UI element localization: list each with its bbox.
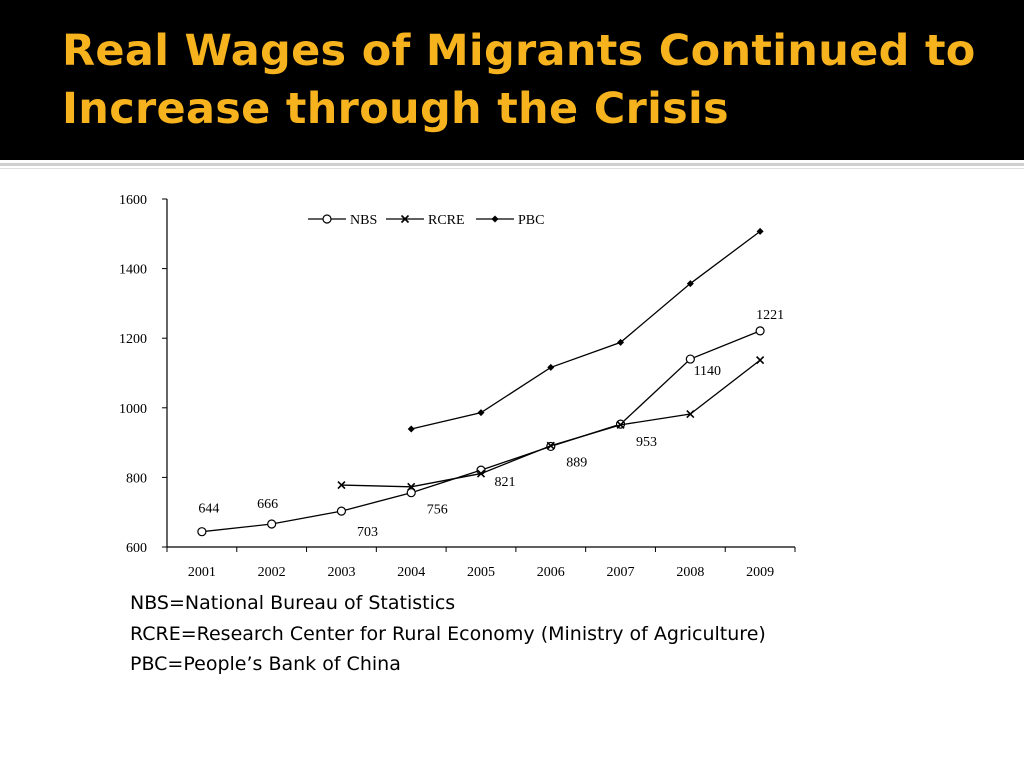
legend-marker-nbs bbox=[322, 214, 332, 224]
legend-marker-pbc bbox=[491, 215, 499, 223]
y-tick-label: 600 bbox=[126, 541, 147, 556]
x-tick-label: 2005 bbox=[467, 565, 495, 580]
note-nbs: NBS=National Bureau of Statistics bbox=[130, 592, 456, 614]
y-tick-label: 800 bbox=[126, 471, 147, 486]
note-pbc: PBC=People’s Bank of China bbox=[130, 653, 401, 675]
legend-label-pbc: PBC bbox=[518, 213, 544, 228]
data-label: 1140 bbox=[694, 364, 721, 379]
legend-label-nbs: NBS bbox=[350, 213, 377, 228]
point-rcre bbox=[756, 356, 765, 365]
point-nbs bbox=[685, 354, 695, 364]
x-tick-label: 2007 bbox=[607, 565, 635, 580]
x-tick-label: 2009 bbox=[746, 565, 774, 580]
x-tick-label: 2002 bbox=[258, 565, 286, 580]
point-nbs bbox=[406, 488, 416, 498]
point-rcre bbox=[476, 469, 486, 478]
point-pbc bbox=[477, 409, 485, 417]
header-divider-thin bbox=[0, 168, 1024, 169]
x-tick-label: 2006 bbox=[537, 565, 565, 580]
point-rcre bbox=[546, 441, 555, 450]
point-nbs bbox=[267, 519, 277, 529]
data-label: 703 bbox=[357, 525, 378, 540]
slide-title: Real Wages of Migrants Continued to Incr… bbox=[62, 26, 976, 134]
point-pbc bbox=[407, 425, 415, 433]
data-label: 666 bbox=[257, 497, 278, 512]
x-tick-label: 2003 bbox=[327, 565, 355, 580]
footnotes: NBS=National Bureau of Statistics RCRE=R… bbox=[130, 588, 980, 680]
series-line-rcre bbox=[341, 359, 761, 488]
point-pbc bbox=[756, 227, 764, 235]
data-label: 821 bbox=[495, 475, 516, 490]
x-tick-label: 2008 bbox=[676, 565, 704, 580]
point-pbc bbox=[617, 338, 625, 346]
wage-line-chart: 600 800 1000 1200 1400 1600 2001 2002 2003 2004 20… bbox=[119, 193, 796, 580]
x-tick-label: 2001 bbox=[188, 565, 216, 580]
header-divider bbox=[0, 163, 1024, 166]
data-label: 644 bbox=[198, 502, 219, 517]
series-line-pbc bbox=[411, 230, 761, 430]
legend-label-rcre: RCRE bbox=[428, 213, 465, 228]
point-rcre bbox=[616, 420, 625, 429]
y-tick-label: 1600 bbox=[119, 193, 147, 208]
point-pbc bbox=[547, 363, 555, 371]
point-nbs bbox=[197, 527, 207, 537]
data-label: 756 bbox=[427, 503, 448, 518]
data-label: 953 bbox=[636, 435, 657, 450]
data-label: 889 bbox=[566, 455, 587, 470]
y-tick-label: 1000 bbox=[119, 402, 147, 417]
y-tick-label: 1200 bbox=[119, 332, 147, 347]
point-nbs bbox=[336, 506, 347, 516]
x-tick-label: 2004 bbox=[397, 565, 425, 580]
legend-marker-rcre bbox=[400, 214, 410, 224]
point-rcre bbox=[337, 480, 346, 490]
series-line-nbs bbox=[201, 330, 761, 533]
y-tick-label: 1400 bbox=[119, 263, 147, 278]
point-pbc bbox=[686, 280, 694, 288]
note-rcre: RCRE=Research Center for Rural Economy (… bbox=[130, 622, 766, 645]
slide-header: Real Wages of Migrants Continued to Incr… bbox=[0, 0, 1024, 160]
data-label: 1221 bbox=[756, 308, 784, 323]
point-nbs bbox=[755, 326, 765, 336]
point-rcre bbox=[407, 482, 416, 491]
point-rcre bbox=[686, 409, 695, 419]
